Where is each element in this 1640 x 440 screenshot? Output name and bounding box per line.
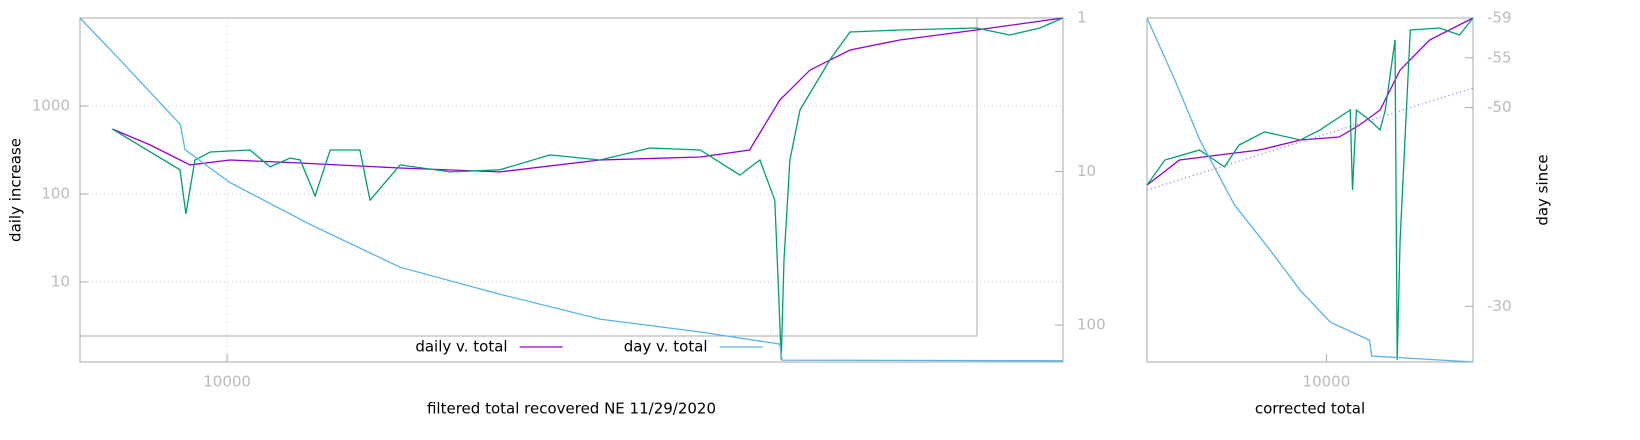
y2-tick-label: -55 [1487,48,1512,66]
x-tick-label: 10000 [203,373,251,391]
series-line [1146,87,1474,191]
y2-tick-label: -50 [1487,98,1512,116]
y2-tick-label: 1 [1077,9,1087,27]
y-axis-label: daily increase [7,138,25,242]
y2-tick-label: 10 [1077,162,1096,180]
y2-axis-label: day since [1534,154,1552,225]
series-line [1146,17,1474,186]
series-line [112,17,1064,173]
y-tick-label: 1000 [32,96,70,114]
x-axis-label: corrected total [1255,400,1365,418]
x-axis-label: filtered total recovered NE 11/29/2020 [427,400,716,418]
legend-label: day v. total [624,338,708,356]
legend-label: daily v. total [415,338,507,356]
x-tick-label: 10000 [1303,373,1351,391]
y-tick-label: 100 [41,184,70,202]
plot-frame [79,17,1064,363]
series-line [111,17,1064,360]
y-tick-label: 10 [51,272,70,290]
y2-tick-label: -59 [1487,9,1512,27]
series-line [1146,17,1474,363]
y2-tick-label: -30 [1487,297,1512,315]
plot-frame [1146,17,1474,363]
series-line [79,17,1064,362]
y2-tick-label: 100 [1077,316,1106,334]
series-line [1146,17,1474,360]
